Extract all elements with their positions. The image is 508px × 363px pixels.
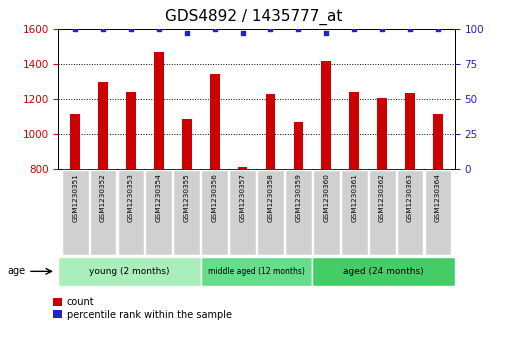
Text: GSM1230359: GSM1230359 (295, 173, 301, 222)
Point (183, 30, 191, 36)
Bar (126, 92, 136, 169)
Text: middle aged (12 months): middle aged (12 months) (208, 267, 305, 276)
Point (266, 26, 274, 32)
Point (350, 26, 358, 32)
Bar (377, 98, 387, 169)
Bar (182, 119, 192, 169)
Text: GDS4892 / 1435777_at: GDS4892 / 1435777_at (165, 9, 343, 25)
Point (71, 26, 79, 32)
Text: aged (24 months): aged (24 months) (343, 267, 424, 276)
Text: GSM1230364: GSM1230364 (435, 173, 441, 222)
FancyBboxPatch shape (229, 170, 256, 255)
FancyBboxPatch shape (201, 170, 228, 255)
FancyBboxPatch shape (397, 170, 423, 255)
Bar (238, 167, 247, 169)
Point (406, 26, 414, 32)
Point (127, 26, 135, 32)
Text: GSM1230351: GSM1230351 (72, 173, 78, 222)
FancyBboxPatch shape (285, 170, 312, 255)
Text: GSM1230354: GSM1230354 (156, 173, 162, 222)
FancyBboxPatch shape (201, 257, 312, 286)
FancyBboxPatch shape (145, 170, 172, 255)
Text: young (2 months): young (2 months) (89, 267, 170, 276)
Text: GSM1230363: GSM1230363 (407, 173, 413, 222)
FancyBboxPatch shape (425, 170, 451, 255)
FancyBboxPatch shape (313, 170, 340, 255)
FancyBboxPatch shape (369, 170, 396, 255)
Text: GSM1230353: GSM1230353 (128, 173, 134, 222)
Point (294, 26, 302, 32)
Text: GSM1230357: GSM1230357 (240, 173, 245, 222)
Bar (294, 122, 303, 169)
Bar (322, 61, 331, 169)
FancyBboxPatch shape (341, 170, 368, 255)
FancyBboxPatch shape (90, 170, 116, 255)
Point (322, 30, 330, 36)
FancyBboxPatch shape (62, 170, 88, 255)
Point (155, 26, 163, 32)
Text: GSM1230362: GSM1230362 (379, 173, 385, 222)
Text: GSM1230355: GSM1230355 (184, 173, 190, 222)
Legend: count, percentile rank within the sample: count, percentile rank within the sample (53, 297, 232, 319)
Bar (350, 92, 359, 169)
Bar (433, 114, 443, 169)
Bar (266, 94, 275, 169)
Text: GSM1230360: GSM1230360 (323, 173, 329, 222)
FancyBboxPatch shape (173, 170, 200, 255)
FancyBboxPatch shape (312, 257, 455, 286)
Text: GSM1230352: GSM1230352 (100, 173, 106, 222)
Bar (70, 114, 80, 169)
Text: GSM1230356: GSM1230356 (212, 173, 218, 222)
Text: age: age (8, 266, 26, 276)
Point (99, 26, 107, 32)
Point (239, 30, 247, 36)
Bar (210, 74, 219, 169)
Bar (154, 52, 164, 169)
Point (434, 26, 442, 32)
Text: GSM1230361: GSM1230361 (351, 173, 357, 222)
Point (378, 26, 386, 32)
Bar (98, 82, 108, 169)
Bar (405, 93, 415, 169)
FancyBboxPatch shape (58, 257, 201, 286)
FancyBboxPatch shape (257, 170, 284, 255)
Text: GSM1230358: GSM1230358 (268, 173, 273, 222)
FancyBboxPatch shape (117, 170, 144, 255)
Point (211, 26, 219, 32)
